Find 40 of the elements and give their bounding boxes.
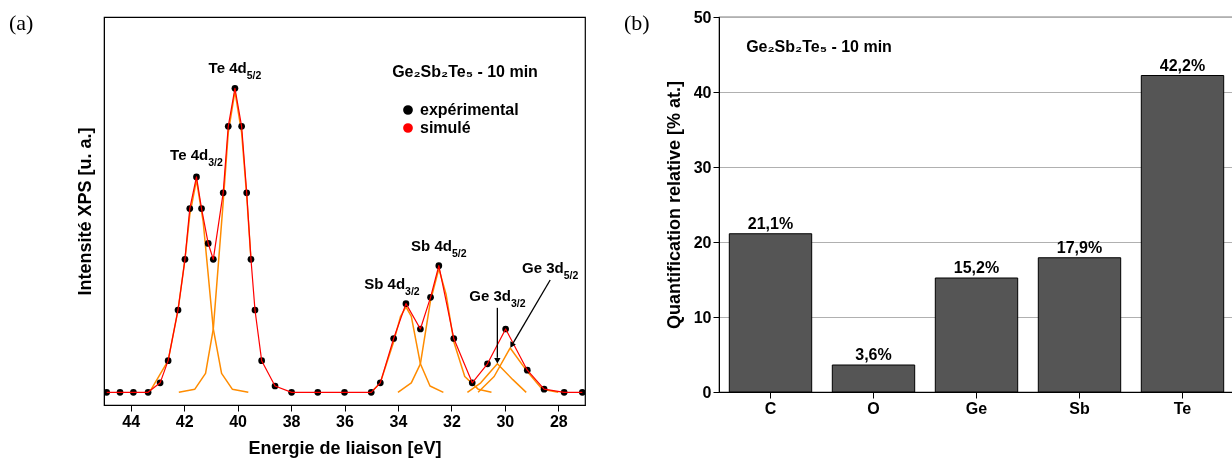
annotation: Ge 3d$_{3/2}$ [469,286,526,309]
chart-title: Ge₂Sb₂Te₅ - 10 min [392,63,538,80]
y-tick-label: 0 [702,383,712,401]
text: (a) [9,10,34,35]
x-tick-label: Te [1173,399,1192,417]
data-label: 17,9% [1056,238,1103,256]
x-tick-label: 44 [122,412,141,430]
annotation: Te 4d$_{3/2}$ [170,145,223,168]
x-tick-label: 36 [336,412,354,430]
x-tick-label: 32 [442,412,461,430]
y-tick-label: 20 [693,233,712,251]
y-tick-label: 50 [693,8,712,26]
x-tick-label: 42 [175,412,194,430]
annotation: Sb 4d$_{5/2}$ [411,236,467,259]
x-tick-label: C [764,399,777,417]
data-label: 3,6% [855,346,892,363]
legend-label: expérimental [420,101,519,118]
legend-label: simulé [420,119,471,136]
annotation: Te 4d$_{5/2}$ [208,59,262,82]
annotation: Ge 3d$_{5/2}$ [522,258,579,281]
y-tick-label: 10 [693,308,712,326]
data-label: 42,2% [1159,56,1206,74]
annotation: Sb 4d$_{3/2}$ [364,274,420,297]
x-axis-title: Energie de liaison [eV] [248,437,442,458]
y-tick-label: 40 [693,83,712,101]
x-tick-label: Sb [1069,399,1090,417]
x-tick-label: O [867,399,880,417]
data-label: 21,1% [747,214,794,232]
x-tick-label: 30 [496,412,515,430]
text: (b) [624,10,650,35]
y-tick-label: 30 [693,158,712,176]
x-tick-label: 34 [389,412,408,430]
x-tick-label: 38 [282,412,301,430]
y-axis-title: Intensité XPS [u. a.] [74,127,95,296]
x-tick-label: Ge [965,399,988,417]
text: Ge₂Sb₂Te₅ - 10 min [746,38,892,55]
data-label: 15,2% [953,259,1000,276]
x-tick-label: 28 [549,412,568,430]
y-axis-title: Quantification relative [% at.] [663,80,684,330]
x-tick-label: 40 [229,412,248,430]
